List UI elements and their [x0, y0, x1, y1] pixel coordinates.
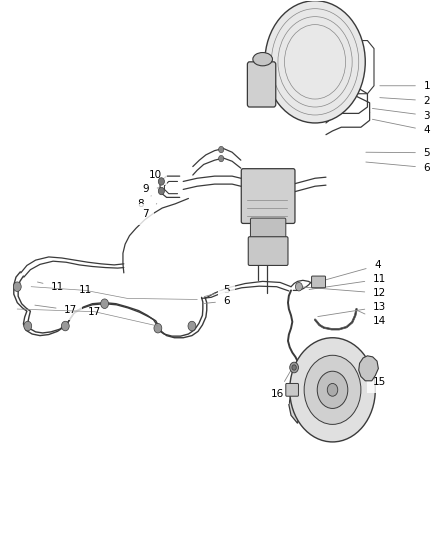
Circle shape: [295, 282, 302, 291]
Text: 11: 11: [38, 282, 64, 292]
Ellipse shape: [253, 53, 272, 66]
Circle shape: [158, 177, 164, 185]
Text: 17: 17: [35, 305, 77, 315]
Text: 16: 16: [271, 367, 293, 399]
Circle shape: [13, 282, 21, 292]
Circle shape: [219, 147, 224, 153]
Circle shape: [292, 365, 296, 370]
Circle shape: [24, 321, 32, 331]
Text: 9: 9: [143, 184, 159, 195]
Circle shape: [317, 371, 348, 408]
Text: 2: 2: [380, 95, 430, 106]
Text: 14: 14: [357, 310, 386, 326]
Text: 13: 13: [318, 302, 386, 317]
Text: 10: 10: [149, 170, 162, 180]
Polygon shape: [359, 356, 378, 381]
Text: 8: 8: [137, 196, 151, 209]
FancyBboxPatch shape: [286, 383, 298, 396]
Circle shape: [327, 383, 338, 396]
Text: 11: 11: [309, 274, 386, 289]
Polygon shape: [289, 357, 371, 423]
FancyBboxPatch shape: [247, 62, 276, 107]
Circle shape: [304, 356, 361, 424]
Text: 4: 4: [372, 119, 430, 135]
Text: 6: 6: [366, 162, 430, 173]
Text: 3: 3: [372, 108, 430, 120]
Text: 15: 15: [364, 368, 386, 387]
Circle shape: [101, 299, 109, 309]
Circle shape: [265, 1, 365, 123]
FancyBboxPatch shape: [241, 168, 295, 223]
Text: 11: 11: [79, 286, 92, 295]
FancyBboxPatch shape: [311, 276, 325, 288]
Text: 7: 7: [142, 204, 157, 220]
Text: 17: 17: [88, 306, 101, 317]
Text: 4: 4: [315, 261, 381, 283]
Circle shape: [154, 324, 162, 333]
Text: 12: 12: [302, 287, 386, 298]
Circle shape: [61, 321, 69, 331]
FancyBboxPatch shape: [248, 237, 288, 265]
Circle shape: [290, 338, 375, 442]
FancyBboxPatch shape: [251, 218, 286, 241]
Text: 5: 5: [204, 286, 230, 296]
Text: 1: 1: [380, 81, 430, 91]
Circle shape: [188, 321, 196, 331]
Circle shape: [158, 187, 164, 195]
Circle shape: [290, 362, 298, 373]
Text: 5: 5: [366, 148, 430, 158]
Text: 6: 6: [204, 296, 230, 306]
Circle shape: [219, 156, 224, 162]
